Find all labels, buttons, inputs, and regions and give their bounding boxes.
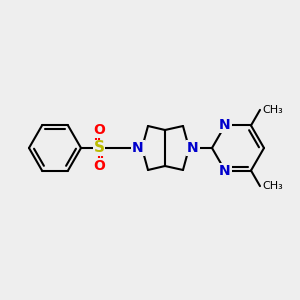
Text: N: N — [132, 141, 144, 155]
Text: CH₃: CH₃ — [262, 181, 283, 191]
Text: S: S — [94, 140, 104, 155]
Text: CH₃: CH₃ — [262, 105, 283, 115]
Text: N: N — [219, 118, 231, 133]
Text: N: N — [219, 164, 231, 178]
Text: O: O — [93, 123, 105, 137]
Text: O: O — [93, 159, 105, 173]
Text: N: N — [187, 141, 199, 155]
